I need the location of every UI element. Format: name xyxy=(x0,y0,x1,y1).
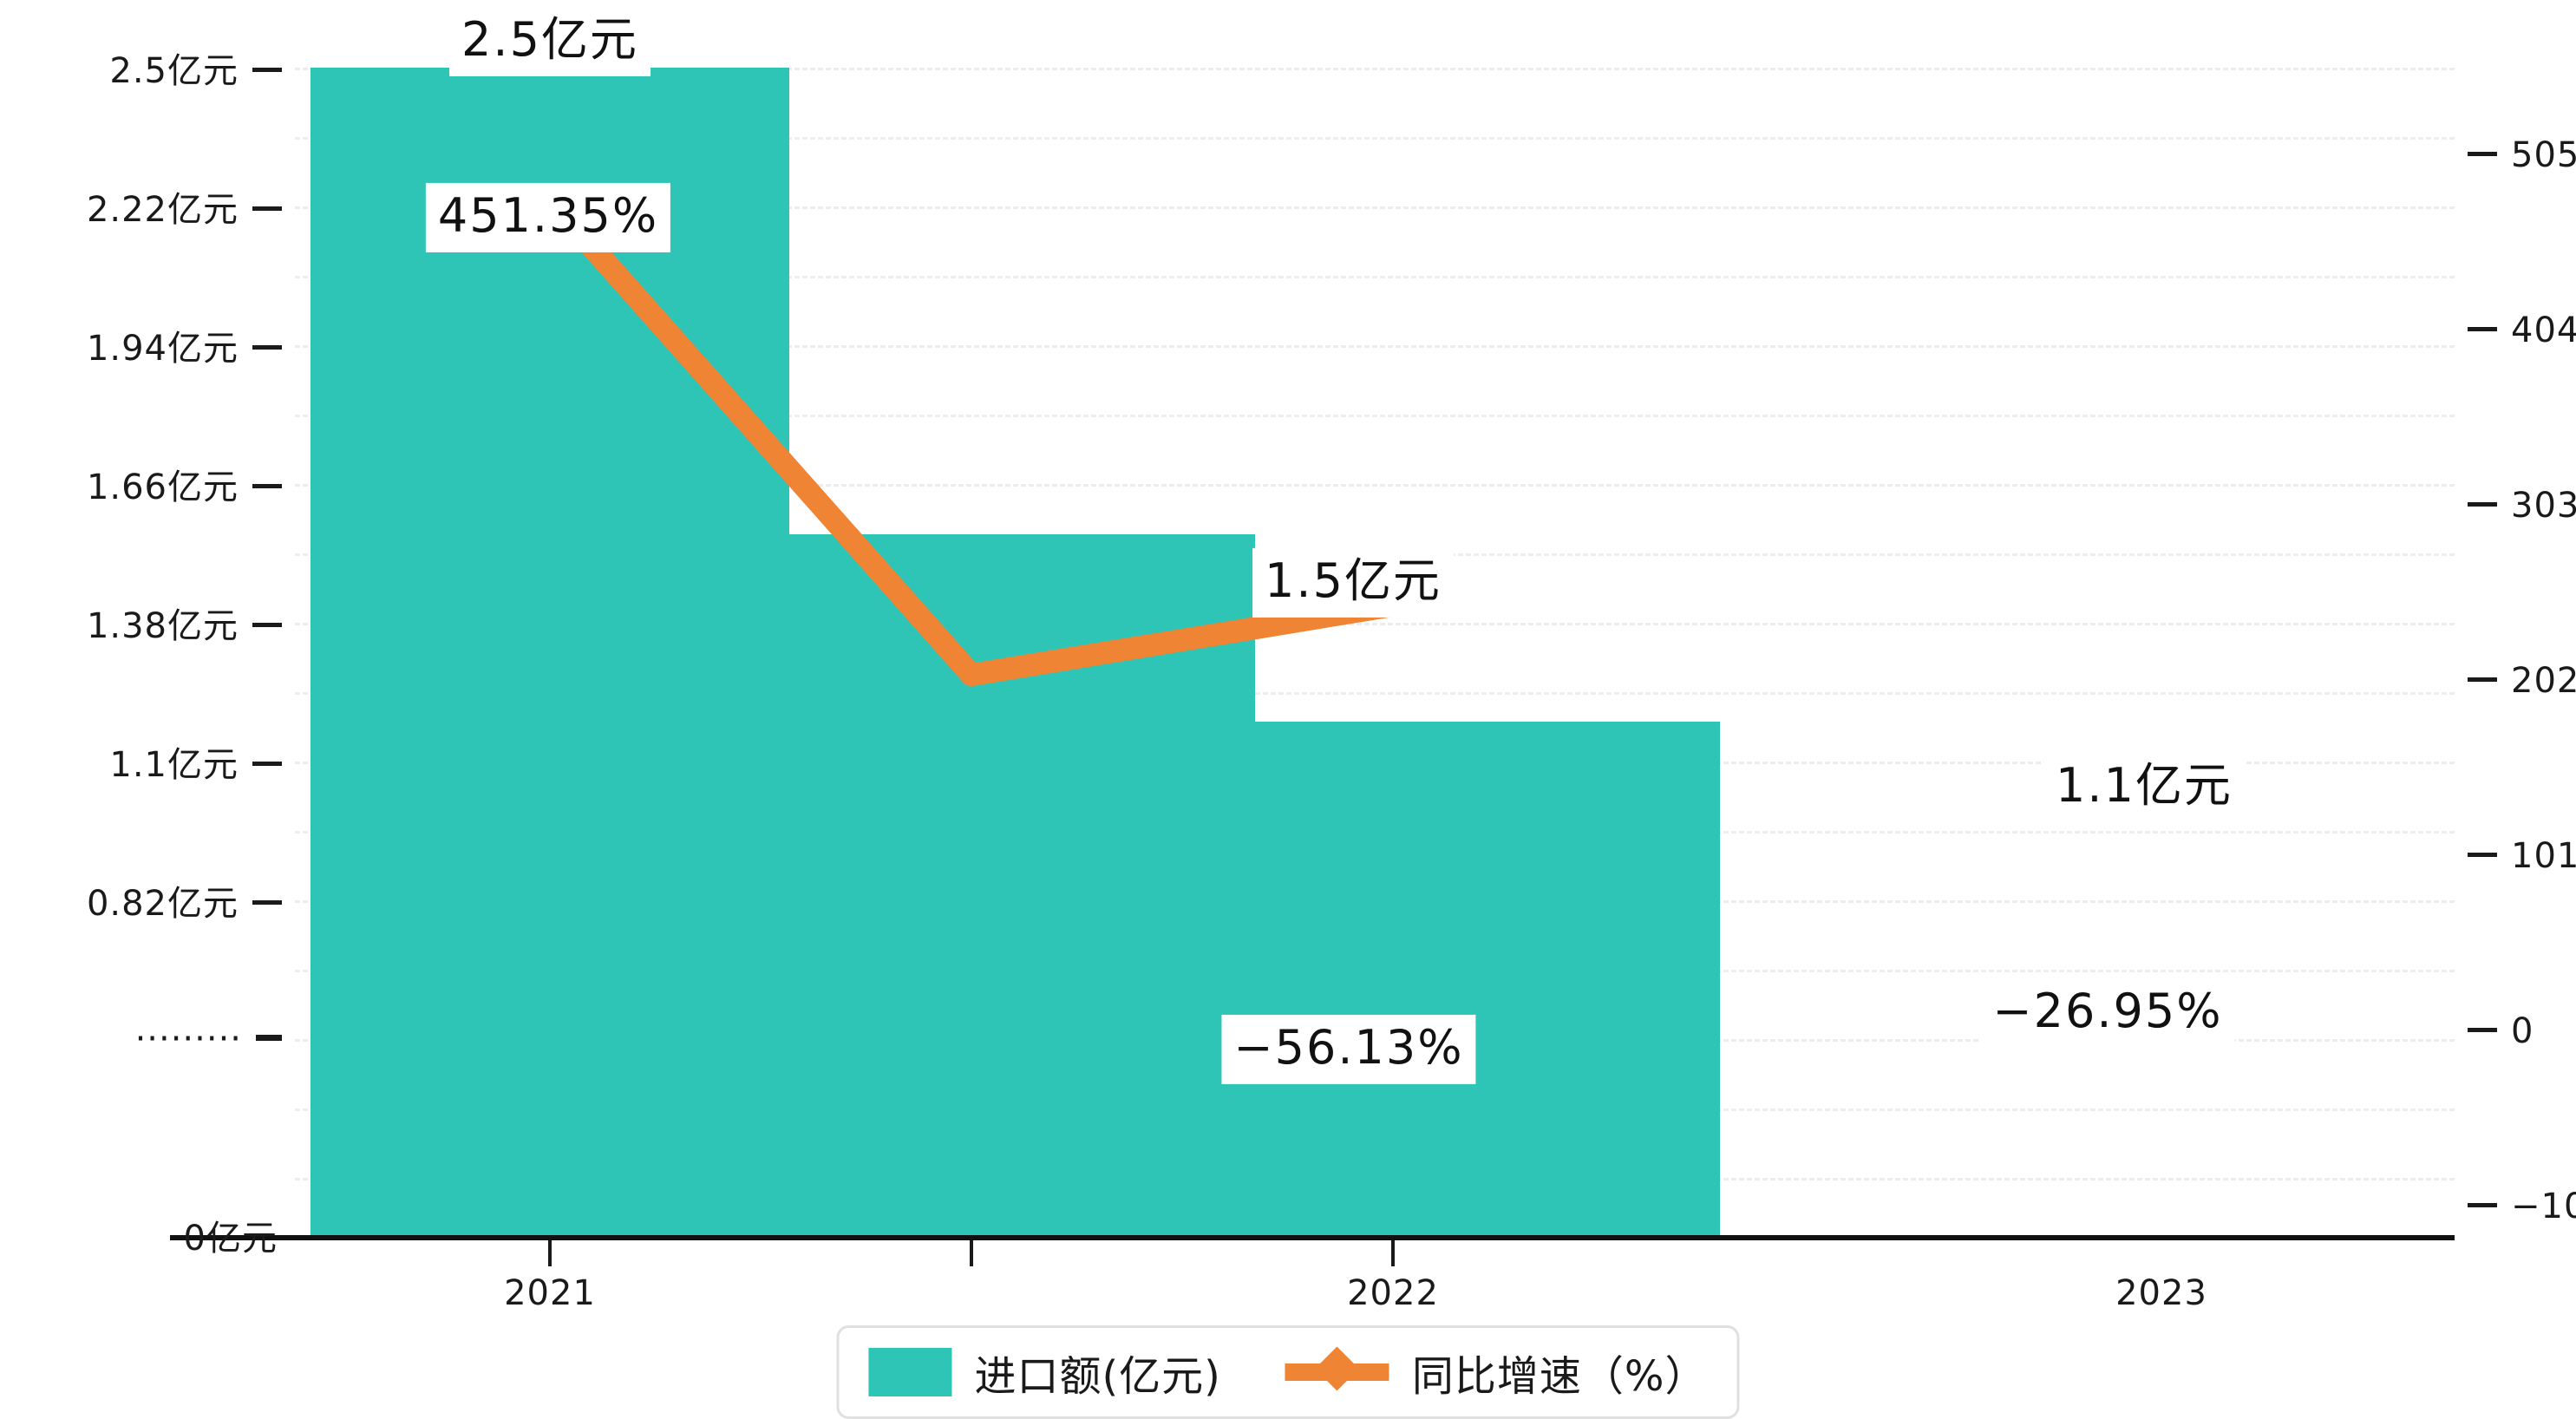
gridline xyxy=(295,623,2455,625)
tick-dash xyxy=(252,67,282,72)
y-axis-left-tick-label: 0亿元 xyxy=(183,1219,278,1259)
tick-dash xyxy=(252,899,282,905)
gridline xyxy=(295,137,2455,140)
legend-diamond-marker xyxy=(1315,1346,1360,1391)
y-axis-left-tick-omitted: ········· xyxy=(135,1019,282,1059)
y-axis-left-tick: 1.66亿元 xyxy=(87,459,282,509)
y-axis-right-tick-label: 202 xyxy=(2511,661,2576,701)
x-tick-mark-2022 xyxy=(970,1240,973,1266)
y-axis-left-tick-zero: 0亿元 xyxy=(184,1210,278,1260)
y-axis-left-tick: 0.82亿元 xyxy=(87,875,282,925)
y-axis-left-tick-label: ········· xyxy=(134,1019,242,1059)
tick-dash xyxy=(256,1034,282,1041)
legend-line-diamond-icon xyxy=(1285,1346,1389,1396)
y-axis-right-tick-label: 0 xyxy=(2511,1011,2534,1051)
x-axis-label-2022: 2022 xyxy=(1347,1273,1439,1313)
x-tick-mark-2023 xyxy=(1391,1240,1395,1266)
x-axis-line xyxy=(170,1235,2455,1240)
gridline xyxy=(295,68,2455,70)
y-axis-left-tick: 2.22亿元 xyxy=(87,181,282,232)
y-axis-right-tick-label: 404 xyxy=(2511,311,2576,350)
y-axis-right-tick-label: −101 xyxy=(2511,1187,2576,1226)
legend-bar-swatch-icon xyxy=(868,1348,952,1396)
growth-value-label-2023: −26.95% xyxy=(1980,978,2235,1049)
bar-value-label-2023: 1.1亿元 xyxy=(2043,752,2245,823)
y-axis-right-tick: −101 xyxy=(2468,1187,2576,1226)
y-axis-left-tick: 1.38亿元 xyxy=(87,598,282,648)
tick-dash xyxy=(252,622,282,627)
chart-legend: 进口额(亿元) 同比增速（%） xyxy=(836,1325,1740,1419)
gridline xyxy=(295,206,2455,209)
bar-2023[interactable] xyxy=(1241,722,1720,1235)
y-axis-left-tick-label: 2.22亿元 xyxy=(86,190,239,230)
tick-dash xyxy=(2468,1202,2497,1207)
gridline xyxy=(295,345,2455,348)
bar-2021[interactable] xyxy=(311,68,789,1235)
growth-line xyxy=(541,192,1396,686)
y-axis-right-tick-label: 505 xyxy=(2511,135,2576,175)
gridline xyxy=(295,276,2455,278)
tick-dash xyxy=(252,483,282,488)
tick-dash xyxy=(252,761,282,766)
growth-value-label-2021: 451.35% xyxy=(425,182,671,253)
legend-item-yoy-growth[interactable]: 同比增速（%） xyxy=(1285,1342,1708,1403)
gridline xyxy=(295,415,2455,417)
tick-dash xyxy=(252,344,282,350)
y-axis-right-tick: 505 xyxy=(2468,135,2576,175)
legend-item-label: 进口额(亿元) xyxy=(974,1352,1221,1401)
y-axis-right-tick: 101 xyxy=(2468,836,2576,876)
tick-dash xyxy=(2468,677,2497,682)
y-axis-left-tick-label: 1.94亿元 xyxy=(86,329,239,369)
gridline xyxy=(295,484,2455,487)
x-axis-label-2023: 2023 xyxy=(2115,1273,2207,1313)
tick-dash xyxy=(2468,1027,2497,1032)
legend-item-import-amount[interactable]: 进口额(亿元) xyxy=(868,1342,1220,1403)
plot-area xyxy=(295,68,2455,1235)
gridline xyxy=(295,692,2455,695)
y-axis-right-tick-label: 303 xyxy=(2511,486,2576,526)
y-axis-left-tick: 1.94亿元 xyxy=(87,320,282,370)
growth-line-series xyxy=(541,192,1396,686)
y-axis-left-tick-label: 0.82亿元 xyxy=(86,884,239,924)
y-axis-right-tick: 202 xyxy=(2468,661,2576,701)
bar-value-label-2022: 1.5亿元 xyxy=(1252,547,1454,618)
y-axis-right-tick: 404 xyxy=(2468,311,2576,350)
y-axis-left-tick-label: 1.1亿元 xyxy=(109,745,239,785)
x-tick-mark-2021 xyxy=(548,1240,552,1266)
y-axis-left-tick: 2.5亿元 xyxy=(109,43,282,93)
y-axis-left-tick-label: 1.66亿元 xyxy=(86,468,239,507)
y-axis-right-tick: 303 xyxy=(2468,486,2576,526)
tick-dash xyxy=(2468,326,2497,331)
y-axis-right-tick: 0 xyxy=(2468,1011,2534,1051)
tick-dash xyxy=(2468,852,2497,857)
tick-dash xyxy=(2468,151,2497,156)
tick-dash xyxy=(252,206,282,211)
x-axis-label-2021: 2021 xyxy=(504,1273,596,1313)
y-axis-left-tick: 1.1亿元 xyxy=(109,736,282,787)
y-axis-right-tick-label: 101 xyxy=(2511,836,2576,876)
legend-item-label: 同比增速（%） xyxy=(1411,1352,1708,1401)
y-axis-left-tick-label: 1.38亿元 xyxy=(86,606,239,646)
growth-value-label-2022: −56.13% xyxy=(1221,1014,1476,1085)
tick-dash xyxy=(2468,501,2497,507)
y-axis-left-tick-label: 2.5亿元 xyxy=(109,51,239,91)
bar-value-label-2021: 2.5亿元 xyxy=(449,6,651,77)
